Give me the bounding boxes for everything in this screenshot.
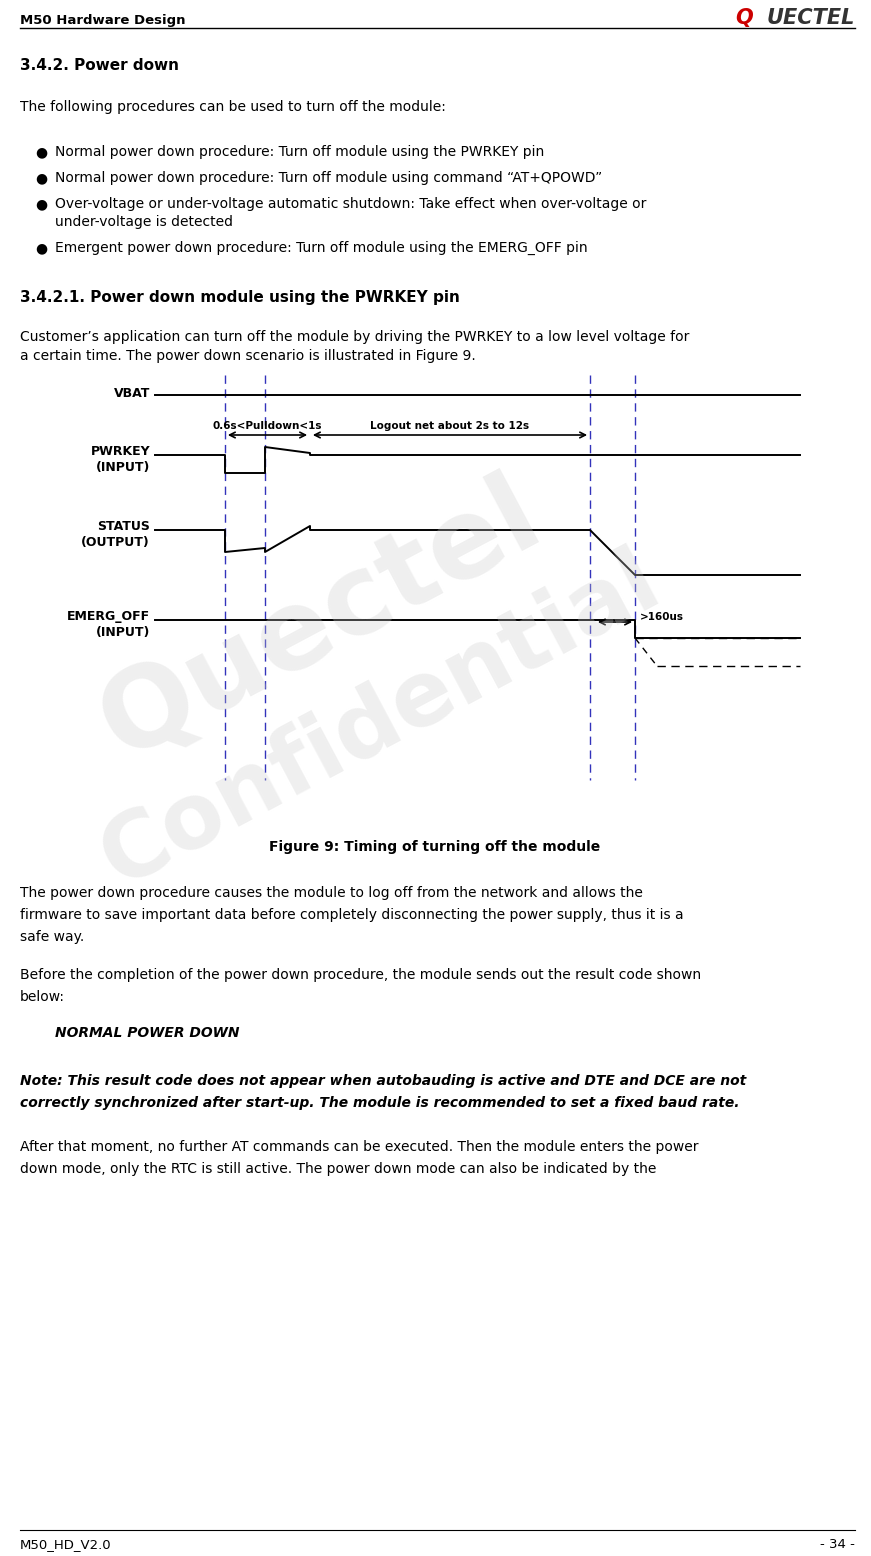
Text: EMERG_OFF: EMERG_OFF [67, 610, 150, 622]
Text: Before the completion of the power down procedure, the module sends out the resu: Before the completion of the power down … [20, 968, 701, 982]
Text: VBAT: VBAT [113, 387, 150, 400]
Text: 3.4.2.1. Power down module using the PWRKEY pin: 3.4.2.1. Power down module using the PWR… [20, 289, 460, 305]
Text: firmware to save important data before completely disconnecting the power supply: firmware to save important data before c… [20, 909, 684, 923]
Text: ●: ● [35, 145, 47, 159]
Text: >160us: >160us [640, 612, 684, 622]
Text: STATUS: STATUS [98, 520, 150, 534]
Text: Normal power down procedure: Turn off module using the PWRKEY pin: Normal power down procedure: Turn off mo… [55, 145, 544, 159]
Text: ●: ● [35, 198, 47, 212]
Text: a certain time. The power down scenario is illustrated in Figure 9.: a certain time. The power down scenario … [20, 349, 476, 363]
Text: Q: Q [735, 8, 753, 28]
Text: - 34 -: - 34 - [820, 1537, 855, 1551]
Text: UECTEL: UECTEL [766, 8, 855, 28]
Text: below:: below: [20, 990, 65, 1004]
Text: Normal power down procedure: Turn off module using command “AT+QPOWD”: Normal power down procedure: Turn off mo… [55, 171, 602, 185]
Text: 3.4.2. Power down: 3.4.2. Power down [20, 58, 179, 73]
Text: (INPUT): (INPUT) [96, 461, 150, 475]
Text: ●: ● [35, 241, 47, 255]
Text: Emergent power down procedure: Turn off module using the EMERG_OFF pin: Emergent power down procedure: Turn off … [55, 241, 588, 255]
Text: PWRKEY: PWRKEY [91, 445, 150, 457]
Text: safe way.: safe way. [20, 930, 84, 944]
Text: ●: ● [35, 171, 47, 185]
Text: The following procedures can be used to turn off the module:: The following procedures can be used to … [20, 100, 446, 114]
Text: NORMAL POWER DOWN: NORMAL POWER DOWN [55, 1025, 240, 1039]
Text: correctly synchronized after start-up. The module is recommended to set a fixed : correctly synchronized after start-up. T… [20, 1095, 739, 1109]
Text: After that moment, no further AT commands can be executed. Then the module enter: After that moment, no further AT command… [20, 1141, 699, 1155]
Text: Logout net about 2s to 12s: Logout net about 2s to 12s [370, 422, 530, 431]
Text: M50_HD_V2.0: M50_HD_V2.0 [20, 1537, 111, 1551]
Text: Customer’s application can turn off the module by driving the PWRKEY to a low le: Customer’s application can turn off the … [20, 330, 689, 344]
Text: down mode, only the RTC is still active. The power down mode can also be indicat: down mode, only the RTC is still active.… [20, 1162, 657, 1176]
Text: Figure 9: Timing of turning off the module: Figure 9: Timing of turning off the modu… [269, 840, 601, 854]
Text: The power down procedure causes the module to log off from the network and allow: The power down procedure causes the modu… [20, 885, 643, 899]
Text: M50 Hardware Design: M50 Hardware Design [20, 14, 186, 26]
Text: Note: This result code does not appear when autobauding is active and DTE and DC: Note: This result code does not appear w… [20, 1074, 746, 1088]
Text: (INPUT): (INPUT) [96, 626, 150, 640]
Text: Quectel: Quectel [83, 459, 557, 780]
Text: 0.6s<Pulldown<1s: 0.6s<Pulldown<1s [213, 422, 321, 431]
Text: Confidential: Confidential [86, 535, 674, 904]
Text: under-voltage is detected: under-voltage is detected [55, 215, 233, 229]
Text: (OUTPUT): (OUTPUT) [81, 535, 150, 549]
Text: Over-voltage or under-voltage automatic shutdown: Take effect when over-voltage : Over-voltage or under-voltage automatic … [55, 198, 646, 212]
